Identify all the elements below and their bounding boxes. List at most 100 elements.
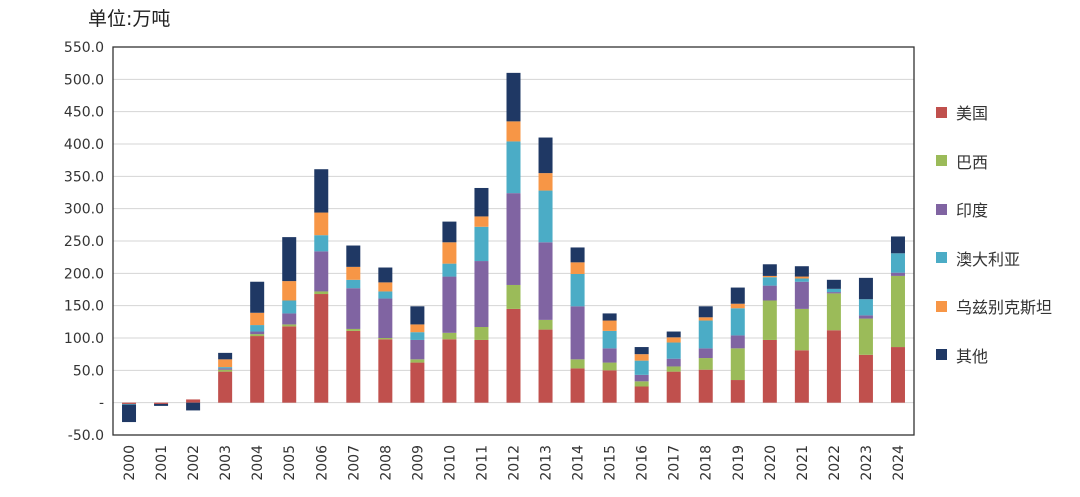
x-tick-label: 2023 <box>859 445 875 481</box>
bar-segment <box>314 294 329 403</box>
bar-segment <box>602 330 617 349</box>
legend-swatch <box>936 155 947 166</box>
bar-segment <box>474 216 489 227</box>
legend-item: 澳大利亚 <box>936 246 1076 270</box>
x-tick-label: 2019 <box>731 445 747 481</box>
bar-segment <box>282 324 297 327</box>
bar-segment <box>570 359 585 369</box>
bar-segment <box>442 242 457 264</box>
y-tick-label: 150.0 <box>64 299 104 315</box>
bar-segment <box>858 315 873 319</box>
x-tick-label: 2005 <box>282 445 298 481</box>
bar-segment <box>314 251 329 292</box>
bar-segment <box>346 279 361 289</box>
x-tick-label: 2015 <box>603 445 619 481</box>
legend-item: 乌兹别克斯坦 <box>936 294 1076 318</box>
bar-segment <box>730 303 745 309</box>
x-tick-label: 2022 <box>827 445 843 481</box>
bar-segment <box>154 403 169 406</box>
bar-segment <box>378 282 393 292</box>
legend-item: 巴西 <box>936 149 1076 173</box>
bar-segment <box>762 300 777 340</box>
legend-swatch <box>936 106 947 118</box>
bar-segment <box>442 339 457 403</box>
bar-segment <box>890 272 905 276</box>
legend-swatch <box>936 252 947 263</box>
bar-segment <box>346 266 361 280</box>
bar-segment <box>410 324 425 333</box>
bar-segment <box>666 366 681 372</box>
legend-label: 美国 <box>956 104 989 123</box>
bar-segment <box>666 331 681 338</box>
y-axis-ticks: 550.0 500.0 450.0 400.0 350.0 300.0 250.0 200.0… <box>64 40 104 444</box>
bar-segment <box>602 313 617 321</box>
bar-segment <box>442 332 457 340</box>
bar-segment <box>282 237 297 282</box>
bar-segment <box>346 328 361 331</box>
bar-segment <box>314 212 329 236</box>
legend-label: 其他 <box>956 346 989 366</box>
legend-item: 印度 <box>936 197 1076 221</box>
bar-segment <box>730 287 745 304</box>
bar-segment <box>442 263 457 277</box>
y-tick-label: 350.0 <box>64 169 104 185</box>
bar-segment <box>570 368 585 403</box>
y-tick-label: 400.0 <box>64 137 104 153</box>
bar-segment <box>570 306 585 360</box>
bar-segment <box>474 187 489 217</box>
bar-segment <box>602 370 617 403</box>
bar-segment <box>826 288 841 293</box>
bar-segment <box>122 403 137 405</box>
bar-segment <box>474 327 489 340</box>
x-axis-ticks: 2000 2001 2002 2003 2004 2005 2006 2007 2008 2009… <box>122 445 907 481</box>
bar-segment <box>762 275 777 278</box>
bar-segment <box>218 371 233 403</box>
unit-label: 单位:万吨 <box>88 8 171 30</box>
bar-segment <box>666 371 681 403</box>
x-tick-label: 2014 <box>571 445 587 481</box>
x-tick-label: 2004 <box>250 445 266 481</box>
bar-segment <box>250 281 265 313</box>
bar-segment <box>346 288 361 329</box>
bar-segment <box>698 369 713 403</box>
bar-segment <box>794 266 809 277</box>
y-tick-label: 100.0 <box>64 331 104 347</box>
x-tick-label: 2013 <box>539 445 555 481</box>
bar-segment <box>506 141 521 194</box>
bar-segment <box>890 275 905 348</box>
bar-segment <box>538 190 553 243</box>
bar-segment <box>218 368 233 370</box>
x-tick-label: 2020 <box>763 445 779 481</box>
bar-segment <box>186 399 201 403</box>
bar-segment <box>794 308 809 351</box>
bar-segment <box>122 402 137 404</box>
bar-segment <box>858 354 873 403</box>
bar-segment <box>634 354 649 361</box>
bar-segment <box>794 278 809 282</box>
bar-segment <box>634 360 649 375</box>
bar-segment <box>282 326 297 403</box>
x-tick-label: 2008 <box>378 445 394 481</box>
bar-segment <box>634 386 649 403</box>
bar-segment <box>282 281 297 301</box>
bar-segment <box>666 337 681 343</box>
bars <box>122 72 905 423</box>
bar-segment <box>698 317 713 321</box>
y-tick-label: - <box>99 396 104 412</box>
x-tick-label: 2010 <box>442 445 458 481</box>
bar-segment <box>474 261 489 328</box>
bar-segment <box>218 359 233 368</box>
bar-segment <box>762 285 777 301</box>
bar-segment <box>666 342 681 359</box>
bar-segment <box>410 306 425 325</box>
legend: 美国巴西印度澳大利亚乌兹别克斯坦其他 <box>936 100 1076 391</box>
bar-segment <box>538 242 553 320</box>
y-tick-label: 300.0 <box>64 202 104 218</box>
x-tick-label: 2011 <box>474 445 490 481</box>
bar-segment <box>538 137 553 174</box>
bar-segment <box>410 339 425 360</box>
bar-segment <box>762 264 777 276</box>
bar-segment <box>794 276 809 279</box>
bar-segment <box>826 292 841 294</box>
legend-swatch <box>936 300 947 312</box>
